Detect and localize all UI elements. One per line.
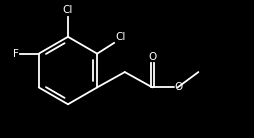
Text: O: O (148, 52, 156, 62)
Text: Cl: Cl (116, 32, 126, 42)
Text: Cl: Cl (63, 5, 73, 15)
Text: F: F (13, 49, 19, 59)
Text: O: O (174, 82, 183, 92)
